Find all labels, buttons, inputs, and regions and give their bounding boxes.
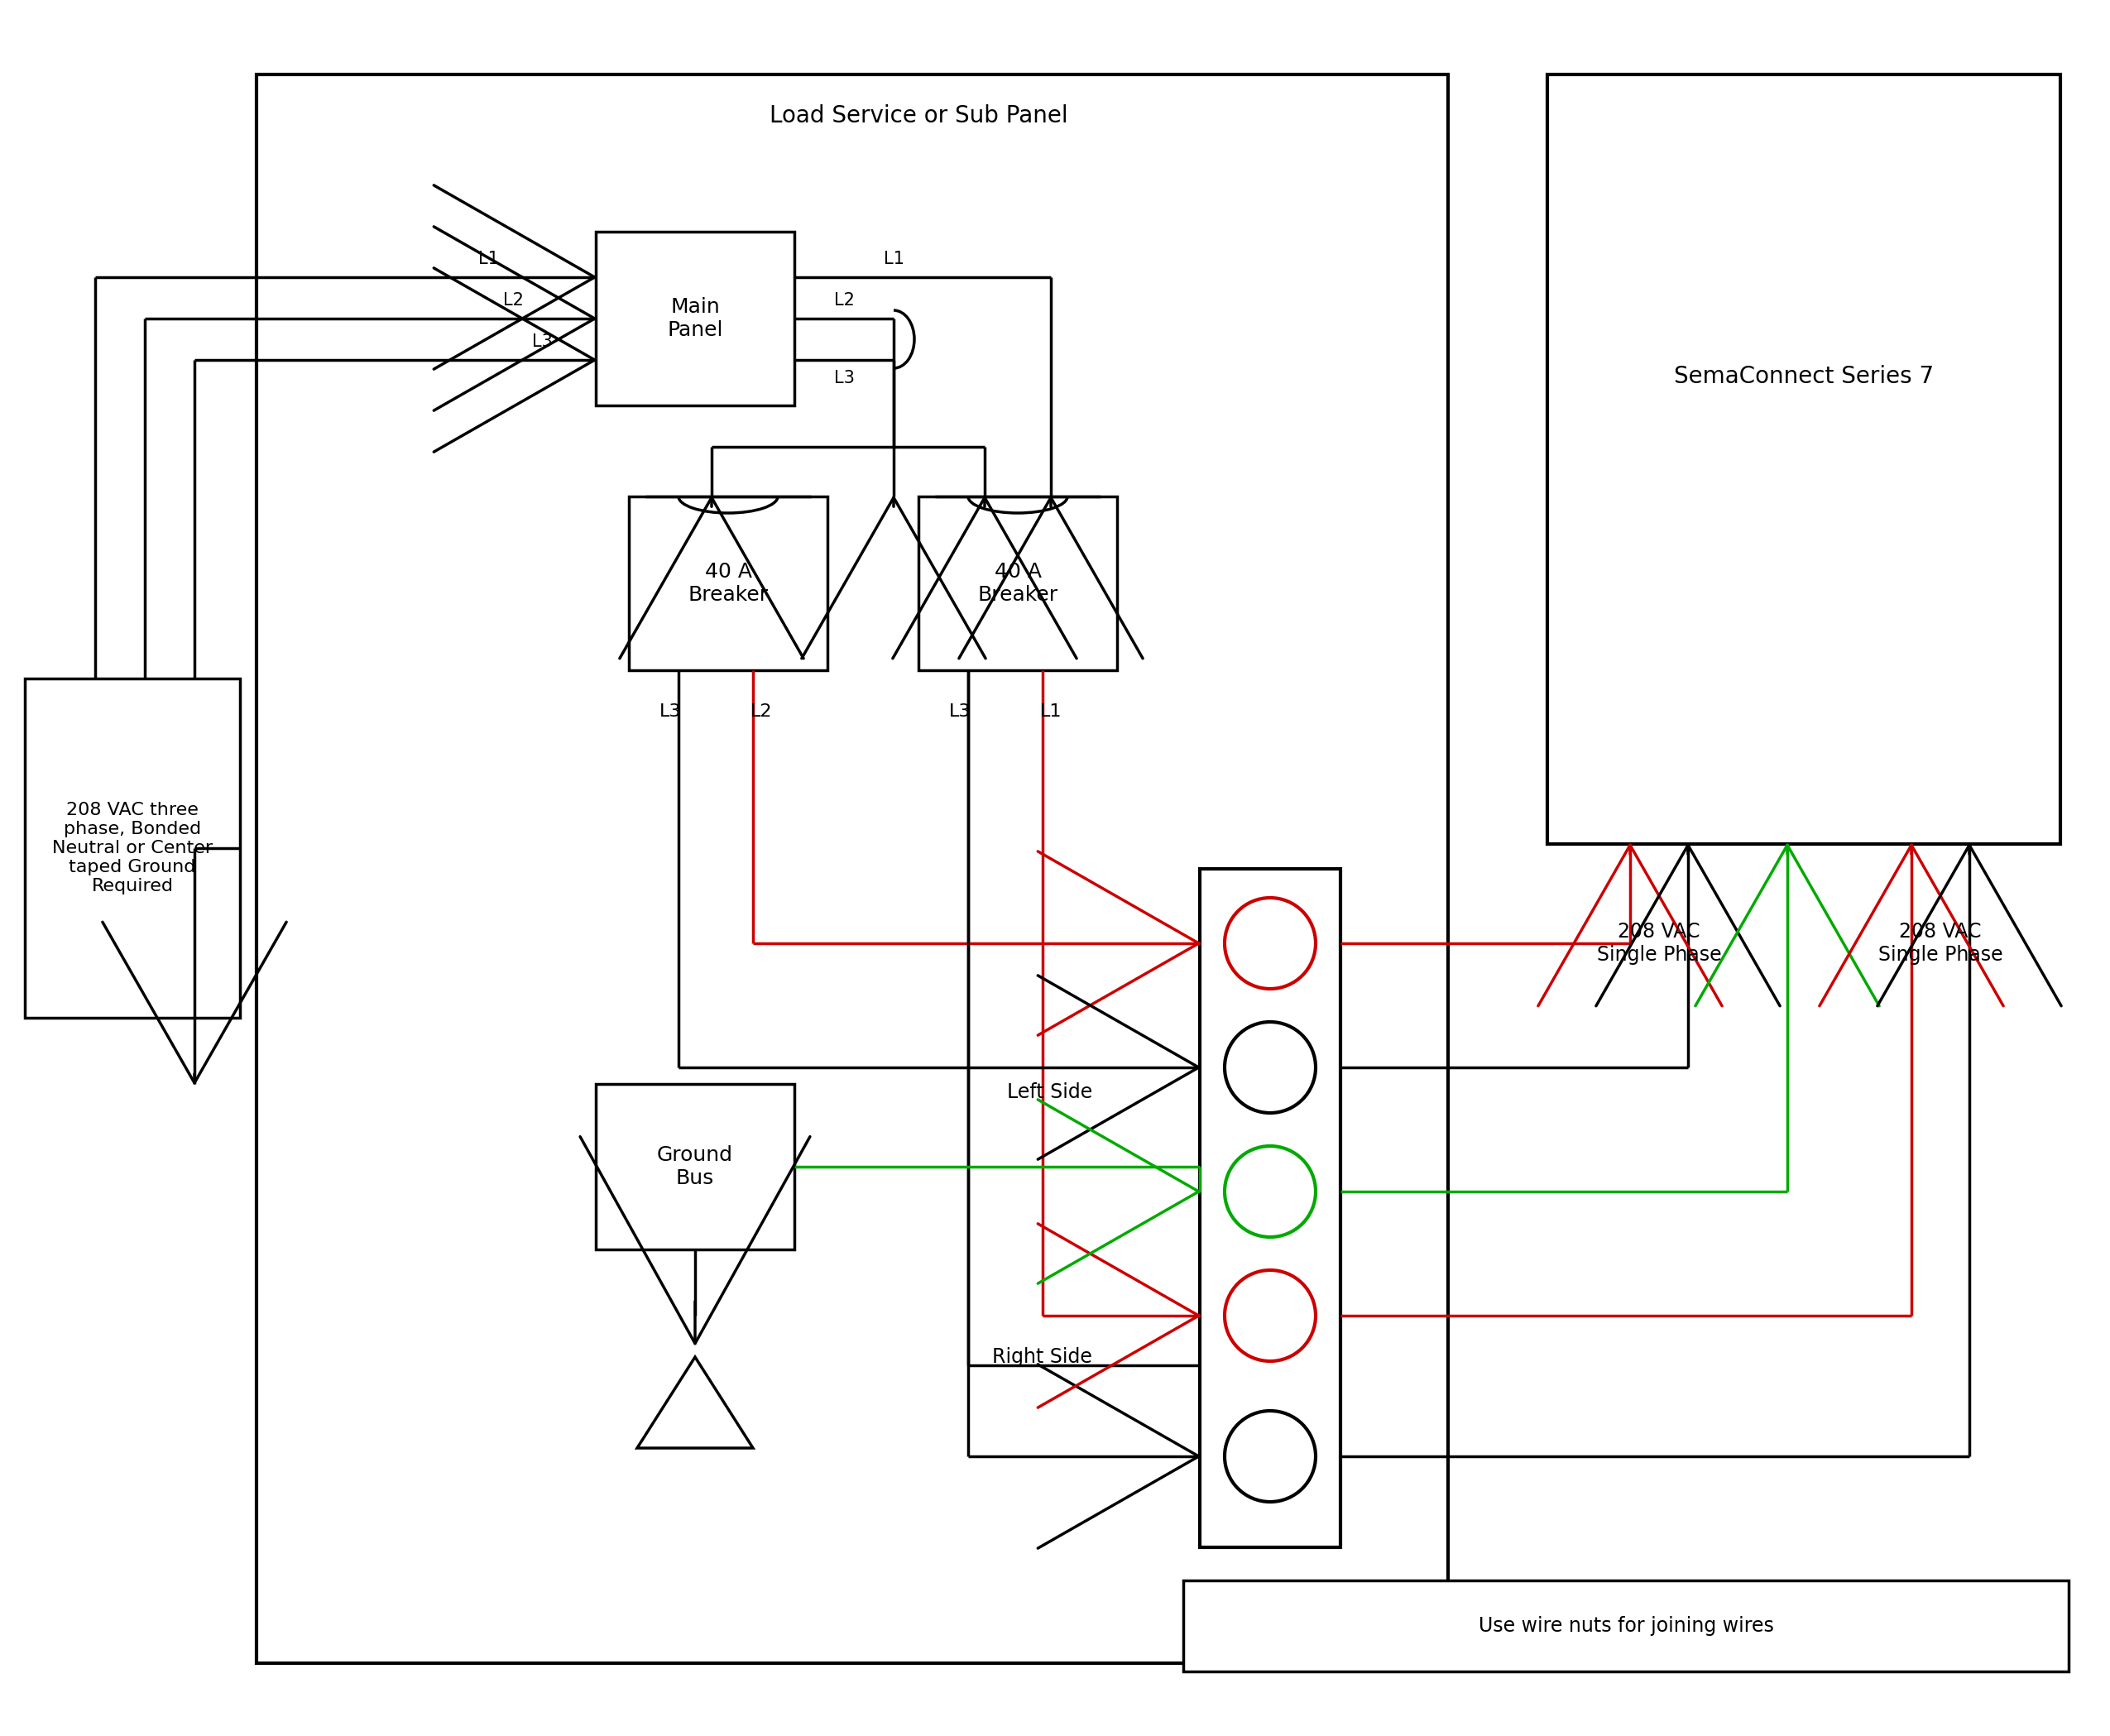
Text: L1: L1 [477, 250, 498, 267]
Bar [1184, 1580, 2068, 1672]
Text: SemaConnect Series 7: SemaConnect Series 7 [1673, 365, 1933, 389]
Text: L1: L1 [884, 250, 903, 267]
Text: L3: L3 [833, 370, 855, 387]
Text: Load Service or Sub Panel: Load Service or Sub Panel [770, 104, 1068, 127]
Text: L2: L2 [751, 703, 772, 720]
Bar [918, 496, 1116, 670]
Text: L2: L2 [502, 292, 523, 309]
Text: Left Side: Left Side [1006, 1082, 1093, 1102]
Text: L2: L2 [833, 292, 855, 309]
Bar [595, 1083, 793, 1250]
Text: Ground
Bus: Ground Bus [656, 1146, 732, 1187]
Text: 40 A
Breaker: 40 A Breaker [688, 562, 768, 604]
Text: 208 VAC
Single Phase: 208 VAC Single Phase [1597, 922, 1722, 965]
Text: L3: L3 [949, 703, 971, 720]
Bar [629, 496, 827, 670]
Text: L3: L3 [532, 333, 553, 351]
Text: Use wire nuts for joining wires: Use wire nuts for joining wires [1479, 1616, 1775, 1635]
Text: 40 A
Breaker: 40 A Breaker [977, 562, 1057, 604]
Bar [1547, 75, 2059, 844]
Text: Main
Panel: Main Panel [667, 297, 724, 340]
Text: L1: L1 [1040, 703, 1061, 720]
Bar [25, 679, 241, 1017]
Bar [1201, 868, 1340, 1547]
Text: 208 VAC
Single Phase: 208 VAC Single Phase [1878, 922, 2002, 965]
Text: L3: L3 [658, 703, 682, 720]
Bar [257, 75, 1447, 1663]
Text: Right Side: Right Side [992, 1347, 1093, 1366]
Text: 208 VAC three
phase, Bonded
Neutral or Center
taped Ground
Required: 208 VAC three phase, Bonded Neutral or C… [53, 802, 213, 894]
Bar [595, 231, 793, 406]
